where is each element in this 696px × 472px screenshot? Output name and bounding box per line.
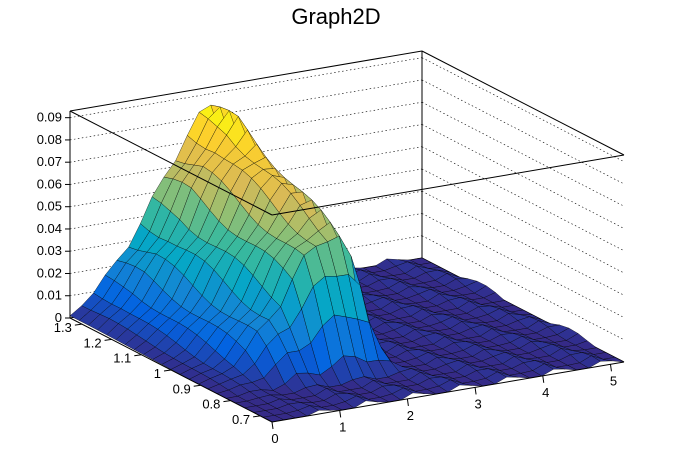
chart-title: Graph2D	[291, 4, 380, 29]
grid-line-z-side	[421, 235, 625, 341]
y-tick-label: 1.2	[84, 335, 102, 350]
x-tick-label: 1	[339, 419, 346, 434]
x-tick-label: 0	[271, 431, 278, 446]
z-tick-label: 0.09	[37, 110, 62, 125]
z-tick-label: 0.02	[37, 265, 62, 280]
front-floor-edge	[271, 361, 625, 423]
surface-mesh	[69, 104, 625, 423]
left-top-edge	[69, 110, 273, 216]
back-top-edge	[69, 50, 423, 112]
grid-line-z-side	[421, 124, 625, 229]
grid-line-z-side	[421, 168, 625, 274]
z-tick-label: 0.08	[37, 132, 62, 147]
x-tick-label: 3	[474, 396, 481, 411]
grid-line-z-side	[421, 213, 625, 318]
grid-line-z-side	[421, 146, 625, 251]
y-tick-mark	[134, 354, 142, 357]
y-tick-mark	[104, 338, 112, 341]
y-tick-label: 0.8	[202, 397, 220, 412]
x-tick-mark	[609, 364, 612, 372]
y-tick-label: 1.3	[54, 320, 72, 335]
x-tick-mark	[271, 421, 274, 430]
z-tick-label: 0.07	[37, 154, 62, 169]
right-top-edge	[421, 50, 625, 156]
z-tick-label: 0.03	[37, 243, 62, 258]
x-tick-mark	[542, 375, 545, 383]
x-tick-mark	[406, 398, 409, 406]
z-tick-label: 0.04	[37, 221, 62, 236]
grid-line-z-side	[421, 57, 625, 162]
x-tick-label: 5	[610, 373, 617, 388]
z-tick-label: 0.05	[37, 199, 62, 214]
y-tick-mark	[253, 415, 261, 418]
y-tick-mark	[163, 369, 172, 372]
y-tick-mark	[74, 323, 82, 326]
x-tick-mark	[474, 387, 477, 395]
y-tick-label: 1.1	[113, 351, 131, 366]
y-tick-label: 1	[154, 366, 161, 381]
z-tick-label: 0.01	[37, 288, 62, 303]
surface-cell	[603, 357, 625, 363]
y-tick-mark	[223, 400, 231, 403]
y-tick-mark	[193, 384, 201, 387]
x-axis: 0 1 2 3 4 5	[271, 364, 617, 446]
x-tick-label: 4	[542, 385, 549, 400]
grid-line-z-back	[69, 57, 423, 118]
x-tick-label: 2	[407, 408, 414, 423]
x-tick-mark	[339, 410, 342, 418]
y-axis: 0.7 0.8 0.9 1 1.1 1.2 1.3	[54, 320, 261, 427]
y-tick-label: 0.7	[232, 412, 250, 427]
grid-line-z-side	[421, 190, 625, 296]
z-tick-label: 0.06	[37, 176, 62, 191]
z-tick-label: 0	[55, 310, 62, 325]
grid-line-z-side	[421, 79, 625, 185]
back-grid	[69, 57, 625, 341]
grid-line-z-side	[421, 101, 625, 207]
y-tick-label: 0.9	[173, 381, 191, 396]
z-axis: 0 0.01 0.02 0.03 0.04 0.05 0.06 0.07 0.08 0.09	[37, 110, 71, 325]
front-top-edge	[271, 154, 625, 216]
